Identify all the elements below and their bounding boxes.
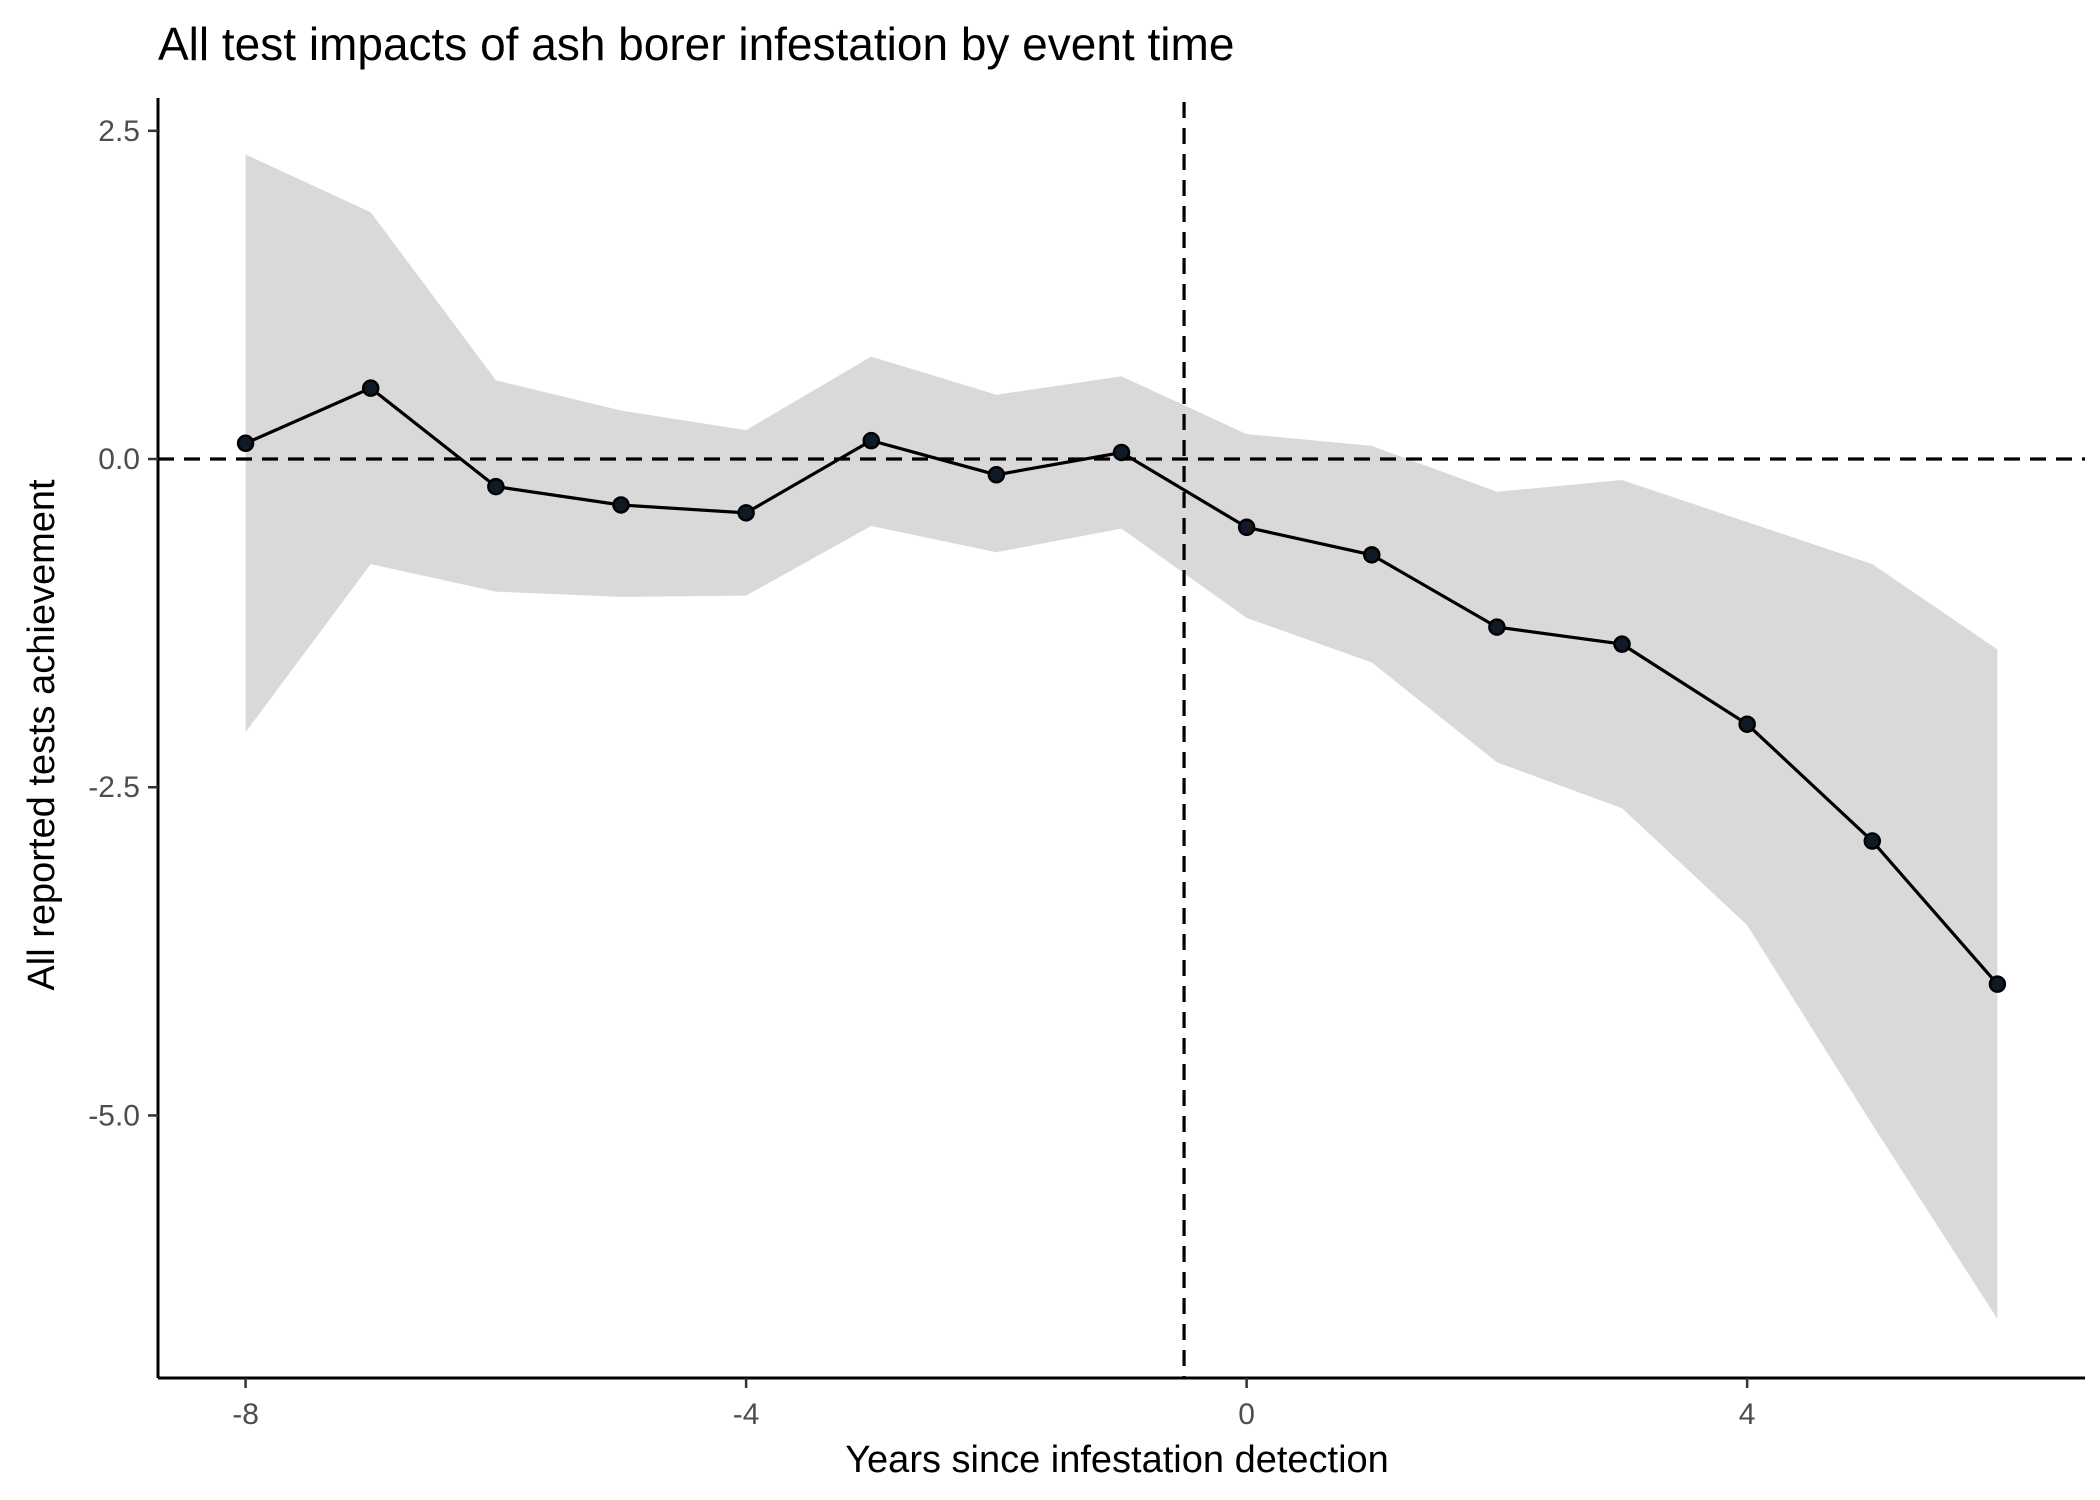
- axes: [156, 98, 2085, 1380]
- x-axis-title: Years since infestation detection: [845, 1439, 1389, 1481]
- x-tick-label: -4: [733, 1398, 760, 1431]
- y-tick-label: 0.0: [98, 443, 140, 476]
- data-point: [361, 379, 380, 397]
- data-point: [1613, 635, 1631, 653]
- data-point: [236, 434, 255, 453]
- x-tick-label: 4: [1739, 1398, 1756, 1431]
- data-point: [862, 431, 880, 450]
- data-point: [1988, 975, 2007, 993]
- data-point: [1863, 832, 1882, 850]
- data-point: [487, 477, 505, 496]
- x-tick-label: -8: [232, 1398, 259, 1431]
- confidence-band-layer: [245, 154, 1998, 1319]
- data-point: [1363, 546, 1381, 564]
- confidence-band: [245, 154, 1998, 1319]
- y-axis-ticks: 2.5 0.0 -2.5 -5.0: [88, 115, 158, 1132]
- data-point: [1738, 715, 1756, 733]
- data-point: [987, 466, 1006, 484]
- y-tick-label: 2.5: [98, 115, 140, 148]
- series-layer: [236, 379, 2007, 993]
- y-axis-title: All reported tests achievement: [21, 479, 63, 991]
- chart-title: All test impacts of ash borer infestatio…: [158, 18, 1234, 70]
- x-axis-ticks: -8 -4 0 4: [232, 1378, 1755, 1431]
- data-point: [612, 496, 630, 514]
- data-point: [1488, 618, 1506, 636]
- data-point: [1112, 443, 1131, 462]
- y-tick-label: -2.5: [88, 771, 140, 804]
- x-tick-label: 0: [1238, 1398, 1255, 1431]
- y-tick-label: -5.0: [88, 1099, 140, 1132]
- data-point: [1237, 518, 1256, 537]
- data-point: [737, 504, 755, 522]
